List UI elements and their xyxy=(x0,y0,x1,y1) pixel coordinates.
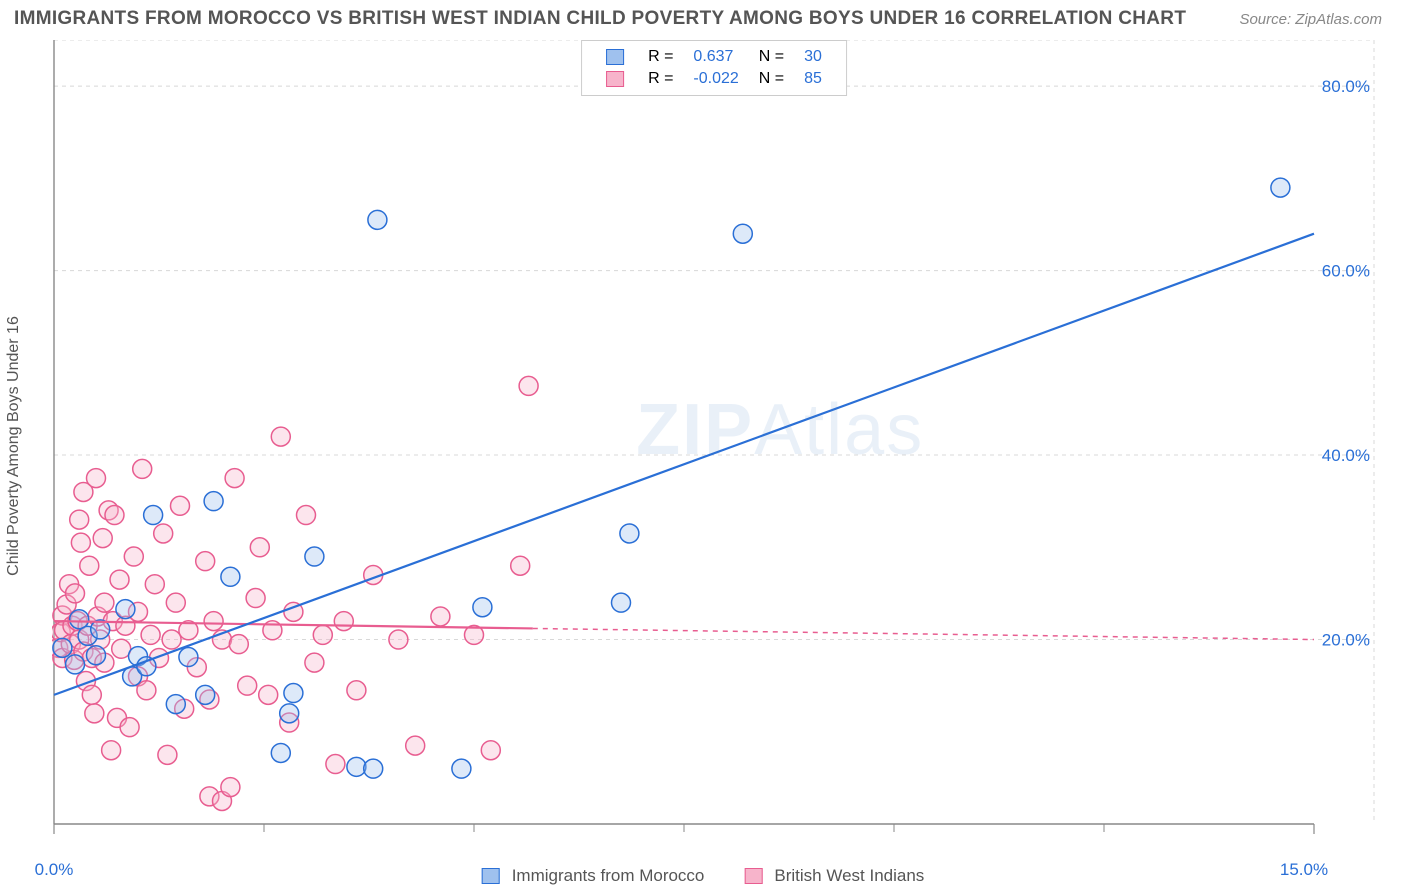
legend-label: British West Indians xyxy=(774,866,924,886)
swatch-icon xyxy=(482,868,500,884)
legend-row: R = -0.022 N = 85 xyxy=(596,68,832,90)
legend-item: British West Indians xyxy=(744,866,924,886)
plot-wrap: 20.0%40.0%60.0%80.0% ZIPAtlas R = 0.637 … xyxy=(52,40,1376,852)
chart-title: IMMIGRANTS FROM MOROCCO VS BRITISH WEST … xyxy=(14,8,1186,30)
r-value: -0.022 xyxy=(683,68,748,90)
legend-bottom: Immigrants from Morocco British West Ind… xyxy=(482,866,925,886)
title-bar: IMMIGRANTS FROM MOROCCO VS BRITISH WEST … xyxy=(6,6,1400,32)
y-axis-label: Child Poverty Among Boys Under 16 xyxy=(5,316,23,576)
swatch-icon xyxy=(606,49,624,65)
r-label: R = xyxy=(638,46,683,68)
swatch-icon xyxy=(744,868,762,884)
legend-stats: R = 0.637 N = 30 R = -0.022 N = 85 xyxy=(581,40,847,96)
source-label: Source: ZipAtlas.com xyxy=(1239,11,1382,28)
r-value: 0.637 xyxy=(683,46,748,68)
x-tick-label: 0.0% xyxy=(35,860,74,880)
r-label: R = xyxy=(638,68,683,90)
n-value: 30 xyxy=(794,46,832,68)
svg-text:80.0%: 80.0% xyxy=(1322,77,1370,96)
scatter-plot: 20.0% 40.0% 60.0% 80.0% xyxy=(52,40,1376,852)
legend-row: R = 0.637 N = 30 xyxy=(596,46,832,68)
svg-text:60.0%: 60.0% xyxy=(1322,262,1370,281)
chart-container: IMMIGRANTS FROM MOROCCO VS BRITISH WEST … xyxy=(0,0,1406,892)
svg-text:20.0%: 20.0% xyxy=(1322,631,1370,650)
swatch-icon xyxy=(606,71,624,87)
n-value: 85 xyxy=(794,68,832,90)
n-label: N = xyxy=(749,46,794,68)
x-tick-label: 15.0% xyxy=(1280,860,1328,880)
svg-text:40.0%: 40.0% xyxy=(1322,446,1370,465)
legend-label: Immigrants from Morocco xyxy=(512,866,705,886)
n-label: N = xyxy=(749,68,794,90)
legend-item: Immigrants from Morocco xyxy=(482,866,705,886)
